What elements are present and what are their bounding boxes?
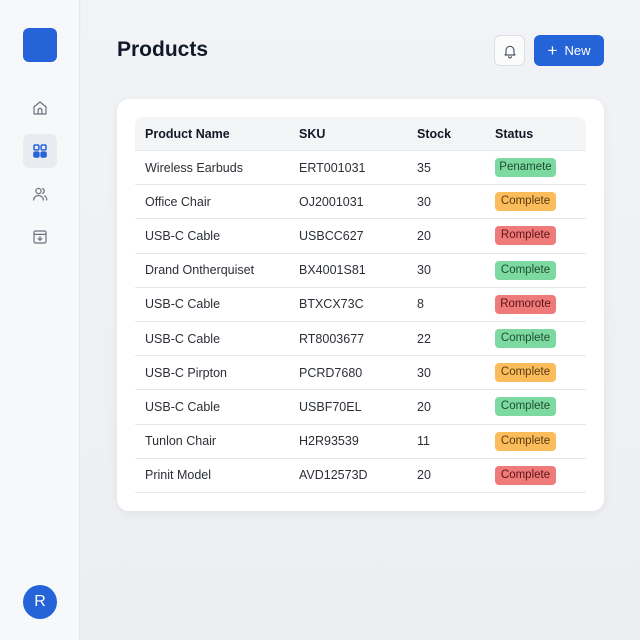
status-badge: Complete bbox=[495, 192, 556, 212]
sidebar: R bbox=[0, 0, 80, 640]
status-cell: Romplete bbox=[495, 226, 586, 246]
status-badge: Penamete bbox=[495, 158, 556, 178]
status-badge: Complete bbox=[495, 397, 556, 417]
stock-cell: 30 bbox=[417, 365, 431, 380]
product-name-cell: Tunlon Chair bbox=[145, 434, 217, 449]
sku-cell: USBCC627 bbox=[299, 228, 364, 243]
sku-cell: ERT001031 bbox=[299, 160, 366, 175]
table-row[interactable]: USB-C Cable USBF70EL 20 Complete bbox=[135, 390, 586, 425]
product-name-cell: Prinit Model bbox=[145, 468, 211, 483]
grid-icon bbox=[33, 144, 47, 158]
notifications-button[interactable] bbox=[494, 35, 525, 66]
table-row[interactable]: USB-C Cable BTXCX73C 8 Romorote bbox=[135, 288, 586, 322]
status-cell: Complete bbox=[495, 465, 586, 485]
sidebar-item-users[interactable] bbox=[23, 177, 57, 211]
sku-cell: USBF70EL bbox=[299, 399, 362, 414]
table-header: Product Name SKU Stock Status bbox=[135, 117, 586, 151]
status-cell: Complete bbox=[495, 329, 586, 349]
status-cell: Complete bbox=[495, 363, 586, 383]
products-card: Product Name SKU Stock Status Wireless E… bbox=[117, 99, 604, 511]
stock-cell: 20 bbox=[417, 228, 431, 243]
product-name-cell: USB-C Cable bbox=[145, 331, 221, 346]
status-cell: Complete bbox=[495, 397, 586, 417]
stock-cell: 8 bbox=[417, 297, 424, 312]
stock-cell: 11 bbox=[417, 434, 430, 449]
product-name-cell: USB-C Cable bbox=[145, 228, 221, 243]
status-cell: Romorote bbox=[495, 294, 586, 314]
table-row[interactable]: USB-C Cable USBCC627 20 Romplete bbox=[135, 219, 586, 254]
column-header-product-name[interactable]: Product Name bbox=[145, 126, 230, 141]
table-row[interactable]: USB-C Cable RT8003677 22 Complete bbox=[135, 322, 586, 357]
archive-download-icon bbox=[33, 230, 47, 244]
page-title: Products bbox=[117, 38, 209, 61]
status-badge: Complete bbox=[495, 329, 556, 349]
status-cell: Complete bbox=[495, 431, 586, 451]
new-button[interactable]: + New bbox=[534, 35, 604, 66]
product-name-cell: USB-C Cable bbox=[145, 297, 221, 312]
sku-cell: PCRD7680 bbox=[299, 365, 363, 380]
status-badge: Complete bbox=[495, 465, 556, 485]
stock-cell: 35 bbox=[417, 160, 431, 175]
table-body: Wireless Earbuds ERT001031 35 Penamete Offic… bbox=[135, 151, 586, 493]
stock-cell: 20 bbox=[417, 468, 431, 483]
app-logo[interactable] bbox=[23, 28, 57, 62]
status-cell: Penamete bbox=[495, 158, 586, 178]
column-header-status[interactable]: Status bbox=[495, 126, 534, 141]
home-icon bbox=[33, 101, 47, 115]
column-header-sku[interactable]: SKU bbox=[299, 126, 326, 141]
status-badge: Complete bbox=[495, 431, 556, 451]
table-row[interactable]: USB-C Pirpton PCRD7680 30 Complete bbox=[135, 356, 586, 391]
products-table: Product Name SKU Stock Status Wireless E… bbox=[135, 117, 586, 493]
column-header-stock[interactable]: Stock bbox=[417, 126, 452, 141]
product-name-cell: Office Chair bbox=[145, 194, 211, 209]
stock-cell: 22 bbox=[417, 331, 431, 346]
users-icon bbox=[33, 187, 48, 201]
plus-icon: + bbox=[547, 40, 558, 60]
status-badge: Romplete bbox=[495, 226, 556, 246]
product-name-cell: USB-C Pirpton bbox=[145, 365, 227, 380]
avatar[interactable]: R bbox=[23, 585, 57, 619]
product-name-cell: USB-C Cable bbox=[145, 399, 221, 414]
new-button-label: New bbox=[564, 43, 591, 58]
status-badge: Complete bbox=[495, 260, 556, 280]
avatar-initial: R bbox=[34, 593, 46, 610]
table-row[interactable]: Office Chair OJ2001031 30 Complete bbox=[135, 185, 586, 220]
stock-cell: 20 bbox=[417, 399, 431, 414]
stock-cell: 30 bbox=[417, 263, 431, 278]
table-row[interactable]: Tunlon Chair H2R93539 11 Complete bbox=[135, 425, 586, 459]
sku-cell: AVD12573D bbox=[299, 468, 368, 483]
sku-cell: BTXCX73C bbox=[299, 297, 364, 312]
table-row[interactable]: Drand Ontherquiset BX4001S81 30 Complete bbox=[135, 254, 586, 288]
table-row[interactable]: Prinit Model AVD12573D 20 Complete bbox=[135, 459, 586, 493]
sidebar-item-home[interactable] bbox=[23, 91, 57, 125]
status-badge: Complete bbox=[495, 363, 556, 383]
bell-icon bbox=[503, 45, 516, 59]
stock-cell: 30 bbox=[417, 194, 431, 209]
sidebar-item-products[interactable] bbox=[23, 134, 57, 168]
status-cell: Complete bbox=[495, 192, 586, 212]
product-name-cell: Drand Ontherquiset bbox=[145, 263, 255, 278]
main-content: Products + New Product Name SKU Stock St… bbox=[81, 0, 640, 640]
sidebar-item-archive[interactable] bbox=[23, 220, 57, 254]
sku-cell: OJ2001031 bbox=[299, 194, 364, 209]
table-row[interactable]: Wireless Earbuds ERT001031 35 Penamete bbox=[135, 151, 586, 186]
product-name-cell: Wireless Earbuds bbox=[145, 160, 243, 175]
status-cell: Complete bbox=[495, 260, 586, 280]
status-badge: Romorote bbox=[495, 294, 556, 314]
sku-cell: BX4001S81 bbox=[299, 263, 366, 278]
sku-cell: H2R93539 bbox=[299, 434, 359, 449]
sku-cell: RT8003677 bbox=[299, 331, 365, 346]
